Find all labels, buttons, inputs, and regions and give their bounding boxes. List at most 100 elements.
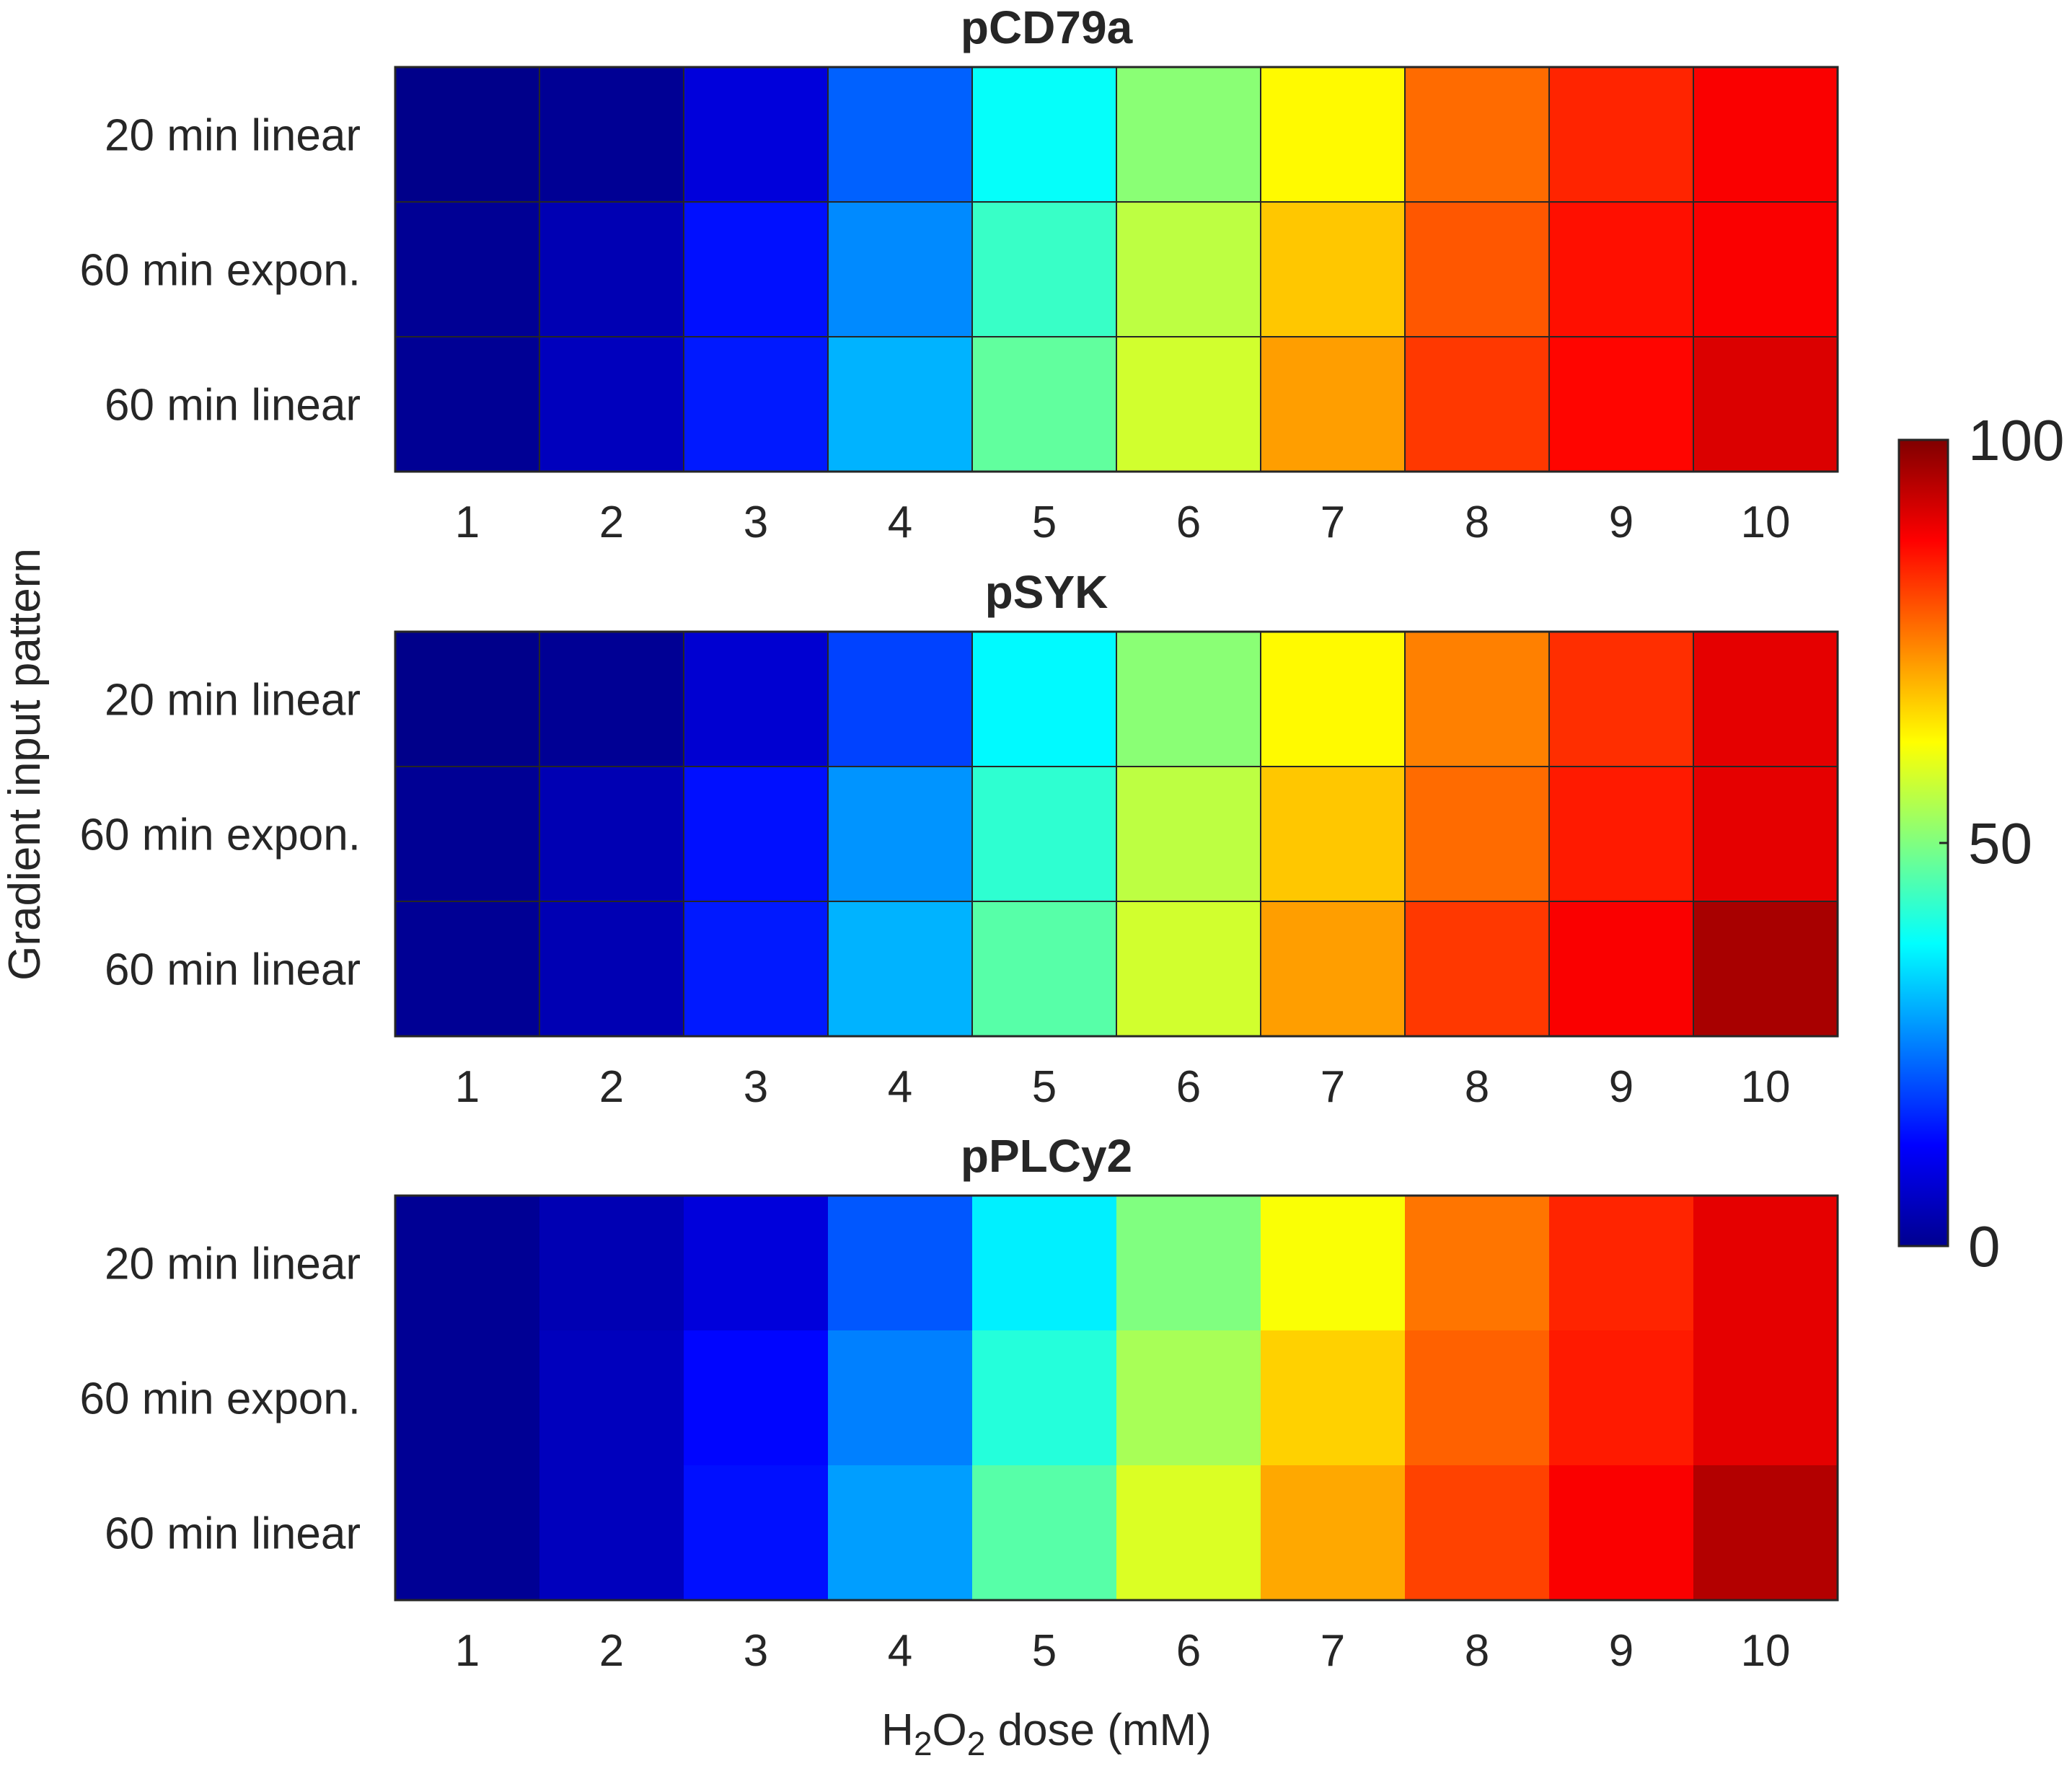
heatmap-cell <box>1404 766 1550 902</box>
heatmap-cell <box>539 66 684 203</box>
heatmap-cell <box>684 1196 829 1331</box>
heatmap-cell <box>827 201 973 337</box>
panel-pplcy2: pPLCy2 20 min linear 60 min expon. 60 min … <box>80 1130 1839 1676</box>
heatmap-cell <box>828 1330 973 1466</box>
heatmap-cell <box>539 201 684 337</box>
heatmap-cell <box>1693 66 1838 203</box>
y-tick-label: 20 min linear <box>105 1240 361 1289</box>
heatmap-cell <box>1404 631 1550 767</box>
y-tick-label: 60 min expon. <box>80 811 361 860</box>
panel-title: pSYK <box>985 566 1108 618</box>
heatmap-cell <box>1116 901 1261 1037</box>
heatmap-cell <box>683 631 829 767</box>
heatmap-cell <box>395 1465 540 1601</box>
heatmap-cell <box>1116 631 1261 767</box>
panel-cells <box>395 1196 1838 1601</box>
heatmap-cell <box>1404 336 1550 472</box>
x-tick-label: 9 <box>1609 1062 1634 1112</box>
x-tick-label: 1 <box>455 1626 480 1676</box>
heatmap-cell <box>972 1196 1117 1331</box>
heatmap-cell <box>539 336 684 472</box>
x-tick-label: 10 <box>1741 498 1791 547</box>
y-axis-label: Gradient input pattern <box>0 548 50 981</box>
colorbar-ticks: 0 50 100 <box>1939 408 2064 1279</box>
heatmap-cell <box>1548 336 1694 472</box>
heatmap-cell <box>827 631 973 767</box>
heatmap-cell <box>683 201 829 337</box>
x-tick-label: 4 <box>888 498 912 547</box>
heatmap-cell <box>1260 766 1406 902</box>
heatmap-cell <box>539 631 684 767</box>
x-tick-label: 5 <box>1032 1062 1057 1112</box>
heatmap-cell <box>683 901 829 1037</box>
heatmap-cell <box>1260 201 1406 337</box>
heatmap-cell <box>1116 1196 1261 1331</box>
y-tick-labels: 20 min linear 60 min expon. 60 min linear <box>80 676 361 995</box>
colorbar-tick-label: 100 <box>1968 408 2064 472</box>
y-tick-label: 60 min linear <box>105 1509 361 1559</box>
y-tick-labels: 20 min linear 60 min expon. 60 min linear <box>80 111 361 430</box>
heatmap-cell <box>971 766 1117 902</box>
heatmap-cell <box>1549 1330 1694 1466</box>
heatmap-cell <box>971 66 1117 203</box>
x-tick-label: 6 <box>1176 498 1201 547</box>
panel-cells <box>394 631 1838 1037</box>
heatmap-cell <box>1404 901 1550 1037</box>
heatmap-cell <box>971 631 1117 767</box>
heatmap-cell <box>539 1465 684 1601</box>
heatmap-cell <box>1260 66 1406 203</box>
heatmap-cell <box>1116 766 1261 902</box>
heatmap-cell <box>827 336 973 472</box>
x-tick-label: 6 <box>1176 1062 1201 1112</box>
heatmap-cell <box>1693 766 1838 902</box>
heatmap-cell <box>1261 1465 1406 1601</box>
heatmap-cell <box>1693 901 1838 1037</box>
heatmap-cell <box>1260 631 1406 767</box>
heatmap-cell <box>971 901 1117 1037</box>
x-tick-label: 6 <box>1176 1626 1201 1676</box>
panel-title: pPLCy2 <box>961 1130 1132 1182</box>
colorbar-tick-label: 0 <box>1968 1214 2001 1279</box>
heatmap-cell <box>1405 1330 1550 1466</box>
x-tick-label: 7 <box>1321 498 1345 547</box>
x-tick-label: 2 <box>599 1062 624 1112</box>
panel-frame <box>394 1194 1839 1602</box>
y-tick-label: 60 min expon. <box>80 246 361 296</box>
heatmap-cell <box>828 1465 973 1601</box>
heatmap-cell <box>539 901 684 1037</box>
panel-title: pCD79a <box>961 1 1133 53</box>
heatmap-cell <box>1548 201 1694 337</box>
heatmap-cell <box>1548 66 1694 203</box>
y-tick-label: 20 min linear <box>105 676 361 725</box>
heatmap-cell <box>539 1330 684 1466</box>
heatmap-cell <box>394 336 540 472</box>
heatmap-cell <box>1693 1465 1838 1601</box>
heatmap-cell <box>539 1196 684 1331</box>
heatmap-cell <box>1404 66 1550 203</box>
heatmap-cell <box>1549 1196 1694 1331</box>
x-tick-label: 2 <box>599 1626 624 1676</box>
heatmap-cell <box>1693 631 1838 767</box>
x-tick-label: 8 <box>1465 1626 1489 1676</box>
x-tick-label: 9 <box>1609 498 1634 547</box>
y-tick-labels: 20 min linear 60 min expon. 60 min linear <box>80 1240 361 1559</box>
heatmap-cell <box>394 66 540 203</box>
x-tick-label: 3 <box>744 1062 768 1112</box>
x-axis-label: H2O2 dose (mM) <box>881 1705 1212 1762</box>
panel-frame <box>394 630 1839 1038</box>
heatmap-cell <box>1261 1330 1406 1466</box>
heatmap-cell <box>1405 1196 1550 1331</box>
x-tick-label: 7 <box>1321 1626 1345 1676</box>
heatmap-cell <box>1693 336 1838 472</box>
heatmap-cell <box>684 1330 829 1466</box>
heatmap-cell <box>394 201 540 337</box>
heatmap-cell <box>971 201 1117 337</box>
heatmap-cell <box>683 66 829 203</box>
heatmap-cell <box>1116 201 1261 337</box>
heatmap-cell <box>394 901 540 1037</box>
heatmap-cell <box>1404 201 1550 337</box>
heatmap-cell <box>684 1465 829 1601</box>
x-tick-label: 5 <box>1032 498 1057 547</box>
x-tick-label: 5 <box>1032 1626 1057 1676</box>
heatmap-cell <box>827 766 973 902</box>
